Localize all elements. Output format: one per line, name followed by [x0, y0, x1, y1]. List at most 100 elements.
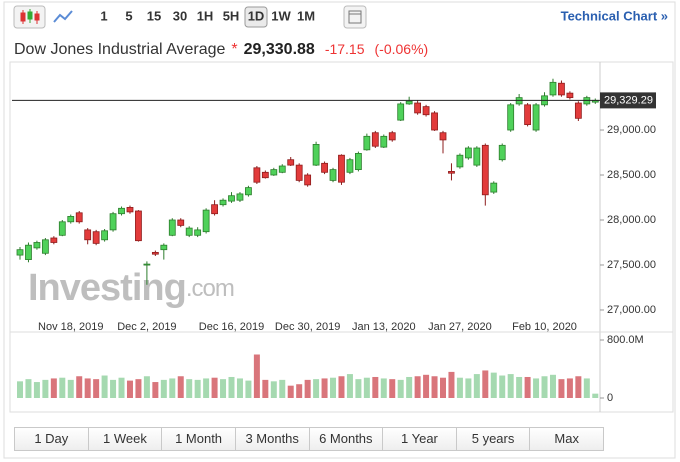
range-button[interactable]: 3 Months	[235, 428, 310, 450]
candle-body	[304, 174, 312, 186]
volume-bar	[389, 379, 396, 398]
change: -17.15	[325, 41, 365, 57]
technical-chart-link[interactable]: Technical Chart »	[561, 8, 668, 23]
candle-body	[287, 159, 295, 166]
last-price-box	[600, 92, 656, 109]
candle-body	[160, 244, 168, 251]
volume-bar	[431, 376, 438, 398]
volume-bar	[448, 371, 455, 398]
interval-button[interactable]: 1H	[197, 8, 214, 23]
candle-glyph	[27, 9, 33, 23]
candle-body	[194, 229, 202, 236]
volume-bar	[456, 377, 463, 398]
range-button[interactable]: Max	[530, 428, 603, 450]
volume-bar	[549, 374, 556, 398]
candle-body	[101, 230, 108, 241]
volume-bar	[152, 382, 159, 398]
candle-glyph	[20, 10, 26, 24]
volume-bar	[423, 374, 430, 398]
interval-button[interactable]: 15	[147, 8, 161, 23]
last-price-label: 29,329.29	[604, 94, 653, 106]
volume-bar	[25, 379, 32, 398]
candle-body	[67, 215, 75, 223]
candle-body	[448, 171, 455, 174]
volume-bar	[211, 377, 218, 398]
volume-bar	[296, 384, 303, 398]
candle-body	[397, 103, 405, 121]
x-tick-label: Feb 10, 2020	[512, 321, 577, 333]
range-button[interactable]: 1 Day	[15, 428, 89, 450]
settings-icon[interactable]	[343, 5, 367, 29]
candle-body	[405, 100, 413, 105]
range-button[interactable]: 1 Week	[88, 428, 163, 450]
x-tick-label: Dec 2, 2019	[117, 321, 176, 333]
volume-bar	[355, 379, 362, 398]
candle-body	[33, 242, 41, 249]
volume-bar	[566, 378, 573, 398]
y-tick-label: 28,500.00	[607, 169, 656, 181]
interval-button[interactable]: 1M	[297, 8, 315, 23]
candle-body	[41, 239, 49, 254]
volume-bar	[236, 378, 243, 398]
volume-bar	[363, 377, 370, 398]
interval-button[interactable]: 5H	[223, 8, 240, 23]
range-button[interactable]: 1 Year	[383, 428, 457, 450]
candle-body	[253, 167, 261, 183]
candle-body	[211, 204, 218, 215]
candle-body	[566, 92, 574, 99]
volume-bar	[194, 379, 201, 398]
chart-panel	[9, 61, 674, 413]
candle-body	[507, 104, 515, 131]
x-tick-label: Nov 18, 2019	[38, 321, 103, 333]
volume-bar	[101, 375, 108, 398]
volume-bar	[406, 376, 413, 398]
candle-body	[92, 231, 100, 244]
interval-button[interactable]: 1W	[271, 8, 291, 23]
y-tick-label: 28,000.00	[607, 214, 656, 226]
candle-body	[329, 169, 337, 181]
x-tick-label: Jan 27, 2020	[428, 321, 492, 333]
volume-bar	[76, 376, 83, 398]
candle-body	[58, 221, 66, 236]
volume-bar	[253, 354, 260, 398]
volume-bar	[397, 379, 404, 398]
candle-body	[16, 249, 24, 256]
volume-bar	[380, 378, 387, 398]
interval-button[interactable]: 1	[100, 8, 107, 23]
range-button[interactable]: 6 Months	[309, 428, 384, 450]
volume-bar	[321, 378, 328, 398]
candle-body	[245, 187, 252, 196]
volume-bar	[203, 378, 210, 398]
volume-bar	[50, 378, 57, 398]
candle-body	[75, 212, 83, 223]
volume-bar	[17, 381, 23, 398]
interval-button[interactable]: 5	[125, 8, 132, 23]
candle-body	[228, 195, 235, 202]
volume-bar	[473, 374, 480, 398]
candle-body	[118, 207, 125, 215]
volume-bar	[338, 376, 345, 398]
candle-body	[84, 229, 92, 241]
volume-bar	[440, 377, 446, 398]
volume-bar	[465, 378, 472, 398]
volume-bar	[67, 379, 74, 398]
range-button[interactable]: 1 Month	[162, 428, 236, 450]
candle-body	[363, 135, 371, 151]
candle-body	[558, 82, 565, 96]
candle-body	[185, 227, 193, 236]
frame	[3, 1, 676, 459]
candle-body	[151, 251, 159, 255]
candle-body	[295, 164, 303, 181]
y-tick-label: 27,000.00	[607, 304, 656, 316]
volume-bar	[490, 372, 497, 398]
volume-bar	[262, 379, 269, 398]
candle-body	[481, 144, 489, 196]
candle-body	[143, 263, 151, 266]
range-button[interactable]: 5 years	[456, 428, 531, 450]
price: 29,330.88	[244, 41, 315, 58]
interval-button[interactable]: 1D	[248, 8, 265, 23]
line-icon[interactable]	[53, 10, 73, 23]
volume-bar	[592, 393, 599, 398]
interval-button[interactable]: 30	[173, 8, 187, 23]
candle-body	[422, 106, 430, 116]
